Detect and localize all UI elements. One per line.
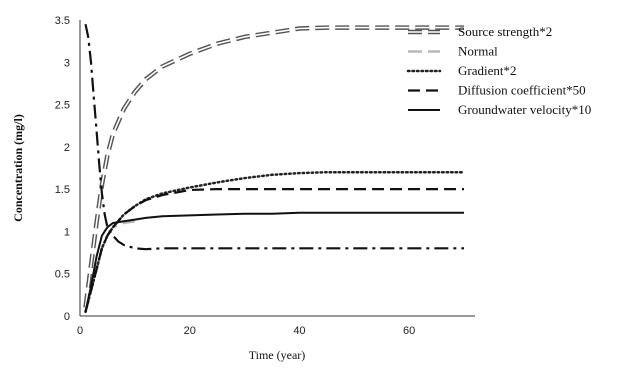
y-tick-label: 2 [64, 142, 70, 154]
y-tick-labels: 0 0.5 1 1.5 2 2.5 3 3.5 [55, 15, 70, 323]
axes [79, 20, 475, 317]
y-tick-label: 3.5 [55, 15, 70, 27]
legend-label: Groundwater velocity*10 [458, 102, 591, 117]
y-axis-label: Concentration (mg/l) [11, 114, 25, 222]
legend-label: Normal [458, 44, 498, 59]
x-axis-label: Time (year) [249, 348, 306, 362]
x-tick-label: 20 [184, 325, 196, 337]
y-tick-label: 0.5 [55, 269, 70, 281]
legend-label: Diffusion coefficient*50 [458, 83, 586, 98]
series-line-0-inner [84, 26, 464, 308]
x-tick-labels: 0 20 40 60 [77, 325, 415, 337]
x-tick-label: 60 [403, 325, 415, 337]
series-line-5 [84, 23, 464, 251]
y-tick-label: 0 [64, 311, 70, 323]
legend-label: Source strength*2 [458, 24, 552, 39]
legend: Source strength*2 Normal Gradient*2 Diffusi… [406, 24, 591, 117]
series-line-0 [83, 25, 464, 308]
legend-label: Gradient*2 [458, 63, 516, 78]
y-tick-label: 3 [64, 57, 70, 69]
series-lines [83, 23, 466, 314]
y-tick-label: 1.5 [55, 184, 70, 196]
x-tick-label: 0 [77, 325, 83, 337]
series-line-4 [84, 211, 464, 313]
x-tick-label: 40 [293, 325, 305, 337]
y-tick-label: 1 [64, 226, 70, 238]
y-tick-label: 2.5 [55, 100, 70, 112]
series-line-2 [84, 170, 466, 314]
series-line-3 [84, 188, 464, 313]
